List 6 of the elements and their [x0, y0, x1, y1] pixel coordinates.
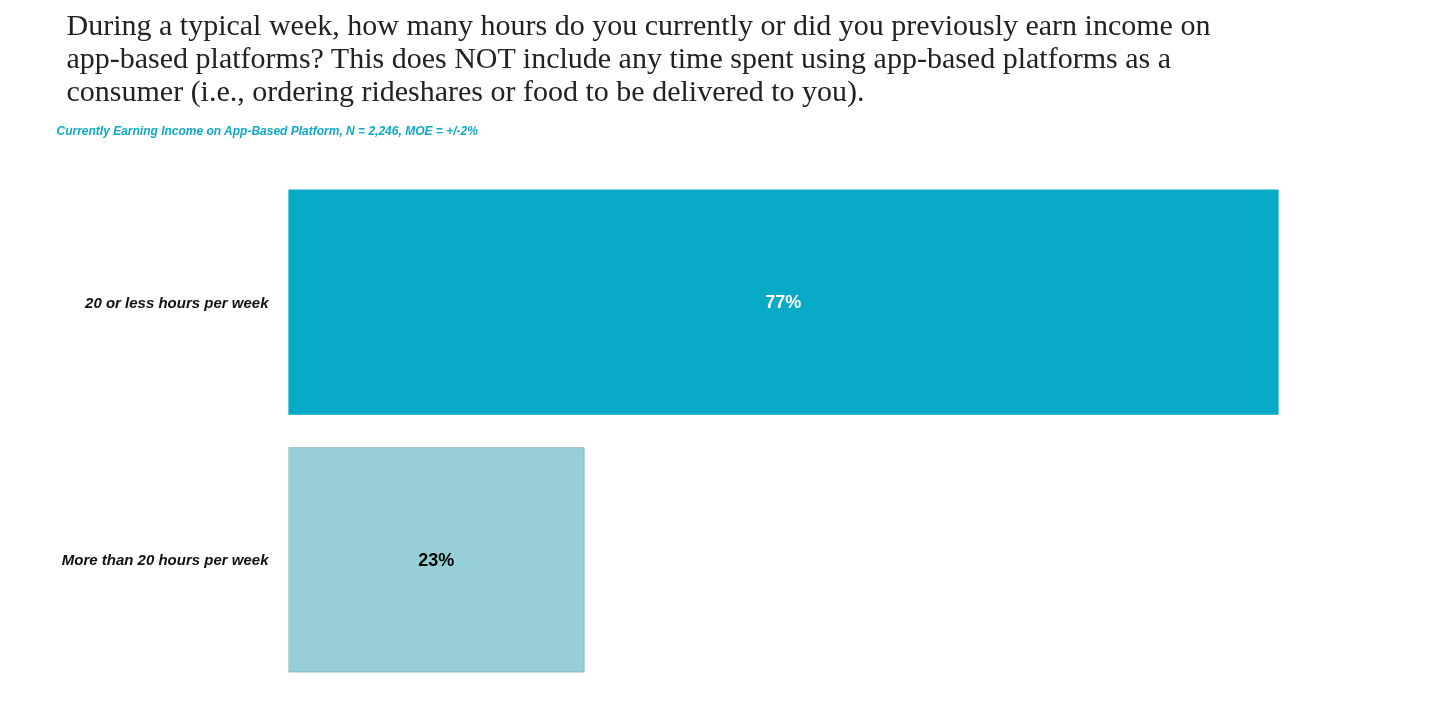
y-tick-label: 20 or less hours per week [84, 293, 270, 311]
chart-subtitle: Currently Earning Income on App-Based Platform, N = 2,246, MOE = +/-2% [56, 123, 479, 138]
chart-title: During a typical week, how many hours do you currently or did you previously earn income on app-based platforms? This does NOT include any time spent using app-based platforms as a consumer (i.e., ordering rideshares or food to be delivered to you). [66, 7, 1211, 108]
y-tick-label: More than 20 hours per week [61, 551, 270, 569]
data-label: 23% [418, 549, 455, 570]
data-label: 77% [765, 292, 802, 313]
